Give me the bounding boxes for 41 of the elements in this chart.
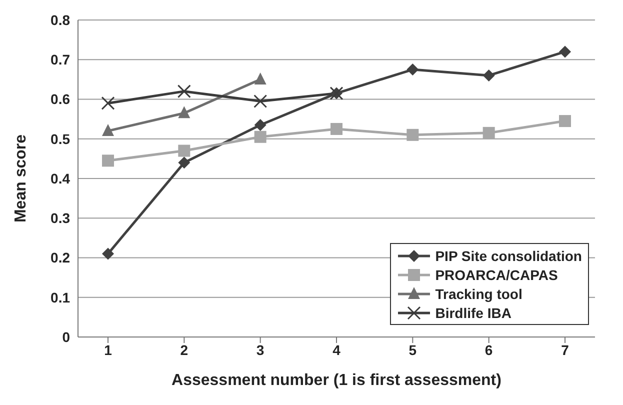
point: [102, 124, 114, 136]
y-tick-label: 0.2: [50, 250, 70, 266]
x-tick-label: 2: [180, 342, 188, 358]
legend-label: PROARCA/CAPAS: [435, 266, 558, 282]
y-tick-label: 0.1: [50, 289, 70, 306]
point: [559, 115, 571, 128]
point: [102, 154, 114, 167]
point: [101, 96, 115, 110]
point: [178, 156, 190, 169]
x-tick-label: 5: [408, 342, 417, 358]
y-tick-label: 0.5: [50, 130, 70, 147]
point: [254, 130, 266, 143]
legend-label: Tracking tool: [435, 286, 522, 302]
x-tick-label: 6: [484, 342, 493, 358]
x-tick-label: 1: [104, 342, 112, 358]
x-tick-label: 3: [256, 342, 264, 358]
point: [482, 69, 495, 82]
x-tick-label: 4: [332, 342, 341, 358]
y-axis-title: Mean score: [12, 134, 30, 223]
point: [330, 122, 342, 135]
legend-label: PIP Site consolidation: [435, 248, 582, 264]
point: [254, 119, 266, 132]
y-tick-label: 0.4: [50, 170, 70, 186]
legend-label: Birdlife IBA: [435, 304, 512, 320]
point: [177, 84, 191, 98]
point: [254, 94, 268, 108]
point: [102, 248, 114, 260]
y-tick-label: 0.3: [50, 210, 70, 226]
point: [178, 144, 190, 157]
point: [482, 126, 495, 139]
x-tick-label: 7: [561, 342, 570, 358]
y-tick-label: 0.8: [50, 12, 70, 28]
point: [559, 46, 571, 58]
y-tick-label: 0: [62, 328, 70, 345]
x-axis-title: Assessment number (1 is first assessment): [172, 372, 502, 389]
point: [178, 106, 190, 118]
y-tick-label: 0.6: [50, 91, 70, 108]
point: [406, 128, 419, 141]
point: [406, 64, 419, 76]
point: [254, 72, 266, 84]
y-tick-label: 0.7: [50, 52, 70, 68]
